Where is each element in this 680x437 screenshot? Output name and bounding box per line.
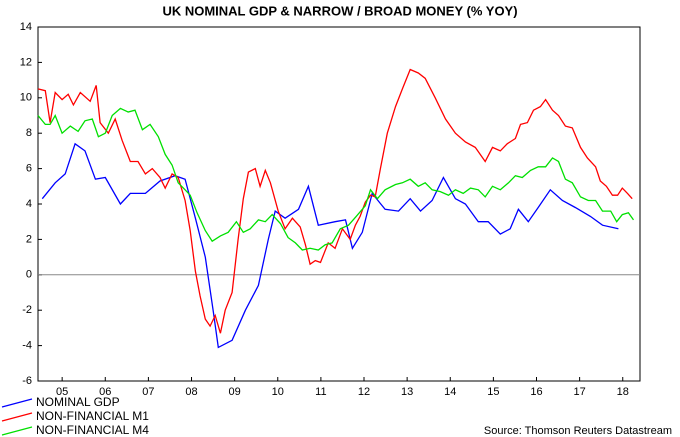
y-tick-label: 2 (26, 233, 32, 245)
y-tick-label: 10 (20, 92, 32, 104)
x-tick-label: 12 (358, 386, 370, 398)
y-tick-label: 8 (26, 127, 32, 139)
x-tick-label: 17 (574, 386, 586, 398)
y-tick-label: 12 (20, 56, 32, 68)
x-tick-label: 08 (185, 386, 197, 398)
legend-swatch (1, 412, 33, 422)
y-tick-label: -4 (22, 340, 32, 352)
series-line (37, 107, 635, 251)
y-tick-label: 0 (26, 269, 32, 281)
x-tick-label: 06 (99, 386, 111, 398)
y-tick-label: 4 (26, 198, 32, 210)
legend-swatch (1, 426, 33, 436)
legend-label: NOMINAL GDP (36, 395, 120, 409)
y-tick-label: -2 (22, 304, 32, 316)
x-tick-label: 07 (142, 386, 154, 398)
x-tick-label: 13 (401, 386, 413, 398)
legend-swatch (1, 398, 33, 408)
y-tick-label: 14 (20, 21, 32, 33)
source-note: Source: Thomson Reuters Datastream (484, 425, 672, 437)
legend-label: NON-FINANCIAL M4 (36, 423, 149, 437)
y-tick-label: -6 (22, 375, 32, 387)
x-tick-label: 05 (56, 386, 68, 398)
x-tick-label: 18 (617, 386, 629, 398)
series-line (37, 68, 633, 334)
y-tick-label: 6 (26, 163, 32, 175)
x-tick-label: 16 (530, 386, 542, 398)
plot-frame (37, 26, 641, 382)
chart-title: UK NOMINAL GDP & NARROW / BROAD MONEY (%… (162, 3, 517, 18)
series-line (41, 142, 619, 349)
x-tick-label: 14 (444, 386, 456, 398)
x-tick-label: 11 (315, 386, 326, 398)
x-tick-label: 10 (272, 386, 284, 398)
x-tick-label: 15 (487, 386, 499, 398)
x-tick-label: 09 (229, 386, 241, 398)
legend-label: NON-FINANCIAL M1 (36, 409, 149, 423)
